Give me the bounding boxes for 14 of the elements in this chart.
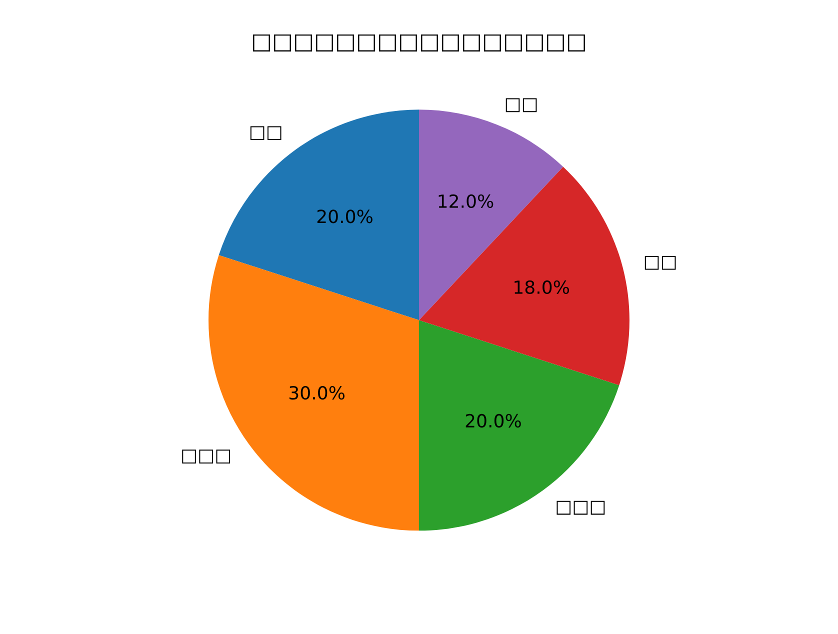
- pie-slice: [419, 166, 630, 386]
- data-label: 12.0%: [438, 194, 494, 208]
- chart-title: □□□□□□□□□□□□□□□□: [253, 34, 585, 52]
- pie-slice: [419, 320, 620, 531]
- slice-label: □□□: [182, 450, 230, 464]
- slice-label: □□: [250, 126, 282, 140]
- slice-label: □□: [506, 98, 537, 112]
- data-label: 20.0%: [317, 210, 372, 224]
- data-label: 30.0%: [290, 386, 345, 400]
- slice-label: □□: [644, 256, 676, 270]
- data-label: 20.0%: [466, 414, 521, 428]
- slice-label: □□□: [556, 500, 605, 515]
- data-label: 18.0%: [514, 280, 570, 294]
- pie-slice: [218, 110, 419, 320]
